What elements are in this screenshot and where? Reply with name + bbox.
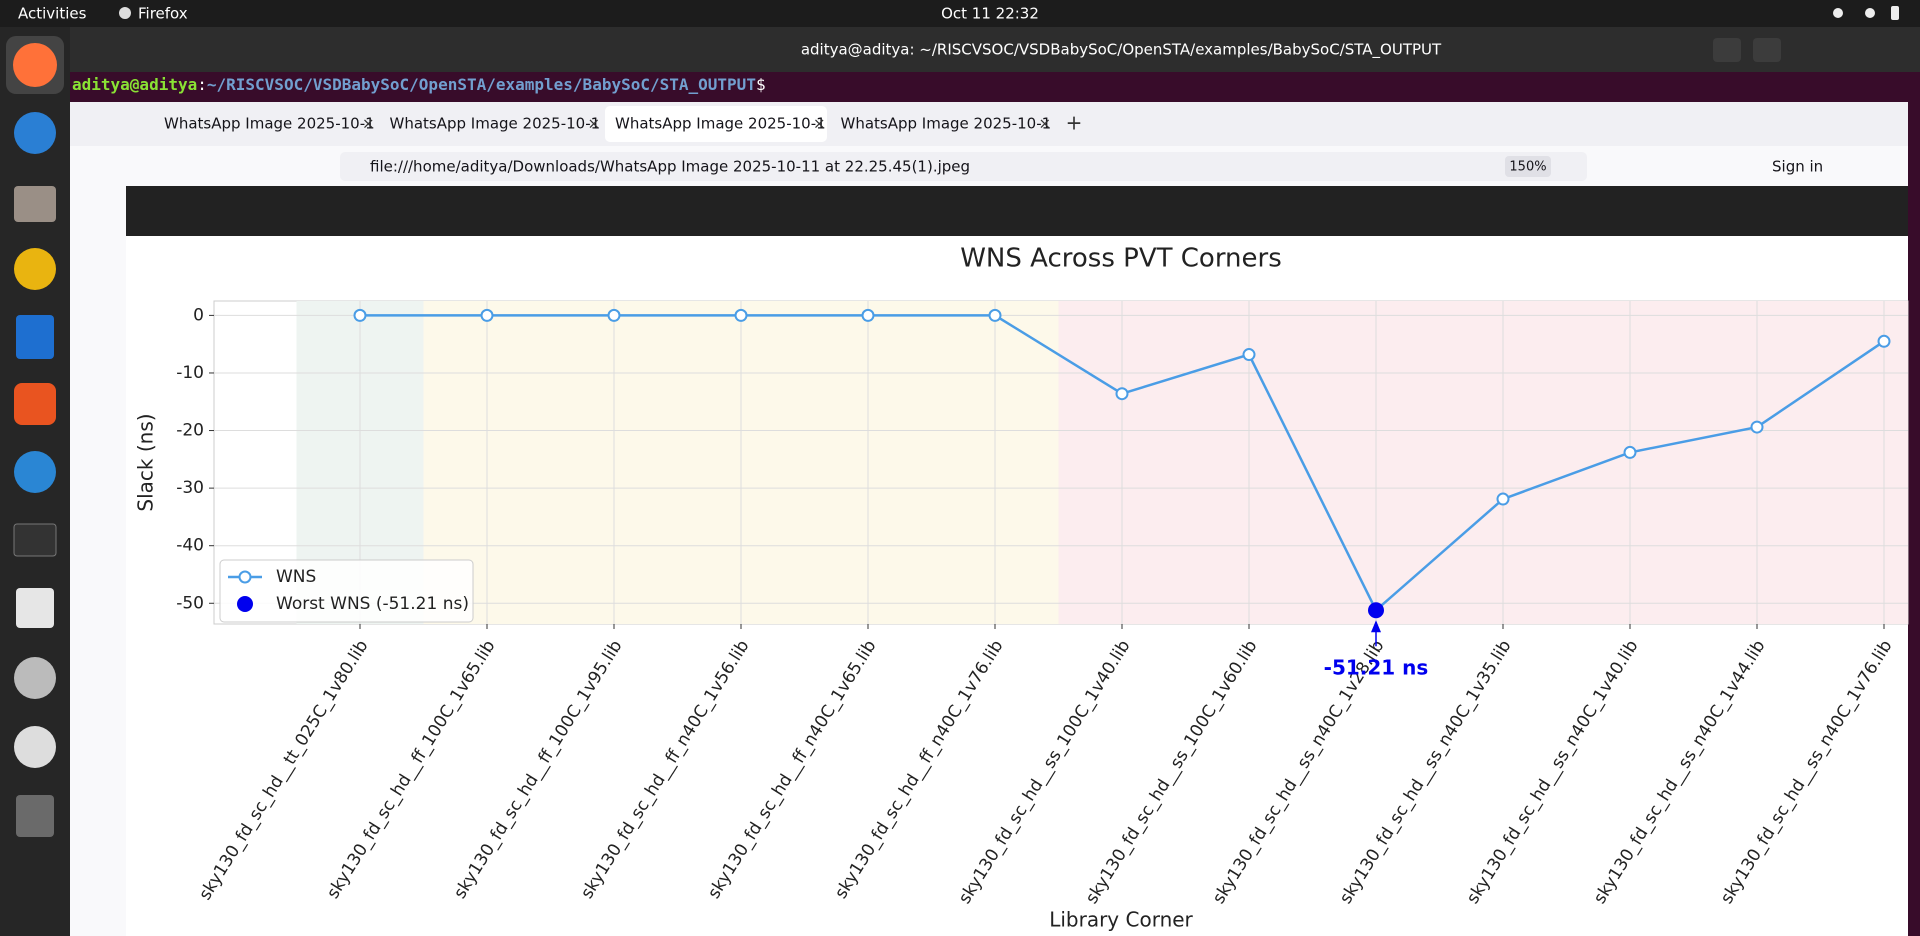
legend-marker (238, 570, 252, 584)
y-tick-label: -40 (176, 536, 204, 556)
value-label: -51.21 ns (1324, 656, 1429, 680)
image-top-band (126, 186, 1908, 236)
terminal-header (0, 27, 1920, 72)
annotation-arrowhead (1371, 620, 1381, 633)
firefox-icon[interactable] (13, 43, 57, 87)
app-name[interactable]: Firefox (138, 5, 188, 23)
files-icon[interactable] (14, 186, 56, 222)
x-axis-label: Library Corner (1049, 908, 1193, 932)
zoom-badge[interactable] (1505, 156, 1551, 177)
terminal-icon[interactable] (13, 523, 57, 557)
legend-label: Worst WNS (-51.21 ns) (276, 594, 469, 614)
wns-point (1496, 492, 1510, 506)
terminal-title: aditya@aditya: ~/RISCVSOC/VSDBabySoC/Ope… (801, 41, 1442, 60)
new-tab[interactable]: + (1066, 111, 1083, 135)
url-field[interactable] (340, 152, 1587, 181)
chart-title: WNS Across PVT Corners (960, 244, 1282, 274)
prompt: aditya@aditya:~/RISCVSOC/VSDBabySoC/Open… (72, 75, 766, 94)
wns-point (1623, 445, 1637, 459)
wns-point (734, 308, 748, 322)
thunderbird-icon[interactable] (14, 112, 56, 154)
prompt-path: ~/RISCVSOC/VSDBabySoC/OpenSTA/examples/B… (207, 75, 756, 94)
writer-icon[interactable] (16, 315, 54, 359)
prompt-sep: : (197, 75, 207, 94)
tab-title[interactable]: WhatsApp Image 2025-10-1 (841, 115, 1052, 133)
tab-close[interactable]: × (1039, 115, 1052, 133)
wns-point (1115, 387, 1129, 401)
wns-point (353, 308, 367, 322)
legend-box (219, 559, 474, 623)
y-tick-label: -20 (176, 421, 204, 441)
tab-title[interactable]: WhatsApp Image 2025-10-1 (164, 115, 375, 133)
wns-point (1750, 420, 1764, 434)
legend-label: WNS (276, 567, 316, 587)
wns-point (861, 308, 875, 322)
sidebar (70, 186, 126, 936)
dock-icons (6, 36, 64, 837)
tab-strip: WhatsApp Image 2025-10-1× WhatsApp Image … (164, 115, 1051, 133)
y-tick-label: -30 (176, 478, 204, 498)
disc-icon[interactable] (14, 726, 56, 768)
tab-close[interactable]: × (813, 115, 826, 133)
search-button[interactable] (1713, 38, 1741, 62)
prompt-user: aditya@aditya (72, 75, 197, 94)
tab-close[interactable]: × (362, 115, 375, 133)
worst-point (1368, 602, 1384, 619)
sound-icon (1865, 8, 1875, 18)
rhythmbox-icon[interactable] (14, 248, 56, 290)
menu-button[interactable] (1753, 38, 1781, 62)
y-tick-label: -50 (176, 593, 204, 613)
app-icon (119, 7, 131, 19)
battery-icon (1891, 6, 1899, 20)
wns-point (1242, 348, 1256, 362)
appcenter-icon[interactable] (14, 383, 56, 425)
wns-point (480, 308, 494, 322)
network-icon (1833, 8, 1843, 18)
active-tab[interactable] (605, 106, 827, 142)
trash-icon[interactable] (16, 795, 54, 837)
tab-title[interactable]: WhatsApp Image 2025-10-1 (390, 115, 601, 133)
y-tick-label: 0 (193, 305, 204, 325)
url: file:///home/aditya/Downloads/WhatsApp I… (370, 158, 970, 176)
region-ss (1058, 301, 1908, 624)
prompt-symbol: $ (756, 75, 766, 94)
wns-point (988, 308, 1002, 322)
zoom: 150% (1509, 160, 1546, 175)
search-tool-icon[interactable] (14, 657, 56, 699)
activities[interactable]: Activities (18, 5, 87, 23)
y-axis-label: Slack (ns) (134, 413, 158, 511)
sign-in: Sign in (1772, 158, 1823, 176)
wns-point (1877, 334, 1891, 348)
wns-point (607, 308, 621, 322)
tab-close[interactable]: × (588, 115, 601, 133)
editor-icon[interactable] (16, 588, 54, 628)
legend-marker (237, 596, 253, 612)
top-bar (0, 0, 1920, 27)
clock[interactable]: Oct 11 22:32 (941, 5, 1039, 23)
tab-title[interactable]: WhatsApp Image 2025-10-1 (615, 115, 826, 133)
help-icon[interactable] (14, 451, 56, 493)
y-tick-label: -10 (176, 363, 204, 383)
